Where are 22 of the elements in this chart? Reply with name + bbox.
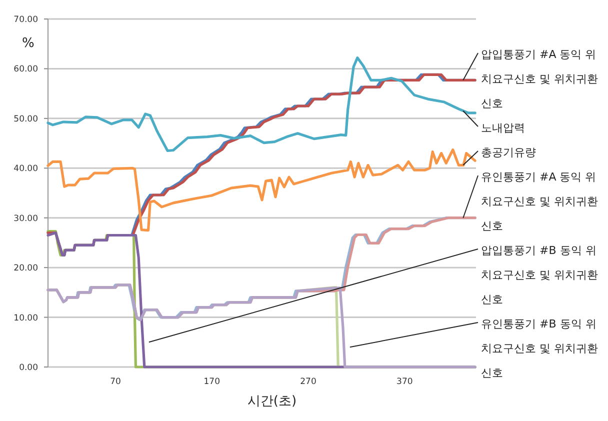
y-tick-label: 50.00 — [14, 114, 38, 124]
y-tick-label: 20.00 — [14, 264, 38, 274]
series-label: 총공기유량 — [481, 146, 536, 159]
x-axis-title: 시간(초) — [247, 394, 297, 409]
y-tick-label: 10.00 — [14, 313, 38, 324]
x-tick-label: 370 — [396, 377, 413, 387]
y-tick-label: 70.00 — [14, 15, 38, 25]
y-tick-label: 40.00 — [14, 164, 38, 174]
y-tick-label: 30.00 — [14, 214, 38, 224]
series-label: 유인통풍기 #B 동익 위치요구신호 및 위치귀환신호 — [481, 318, 598, 380]
x-tick-label: 70 — [110, 377, 121, 387]
series-label: 노내압력 — [481, 122, 525, 134]
x-tick-label: 270 — [300, 377, 316, 387]
y-tick-label: 60.00 — [14, 64, 38, 75]
series-label: 압입통풍기 #A 동익 위치요구신호 및 위치귀환신호 — [481, 48, 598, 110]
series-label: 유인통풍기 #A 동익 위치요구신호 및 위치귀환신호 — [481, 170, 598, 232]
y-axis-title: % — [22, 36, 34, 51]
y-tick-label: 0.00 — [19, 363, 38, 373]
line-series — [46, 148, 476, 232]
line-series — [46, 56, 476, 152]
text: 압입통풍기 #B 동익 위치요구신호 및 위치귀환신호 — [481, 244, 598, 306]
x-tick-label: 170 — [204, 377, 220, 387]
